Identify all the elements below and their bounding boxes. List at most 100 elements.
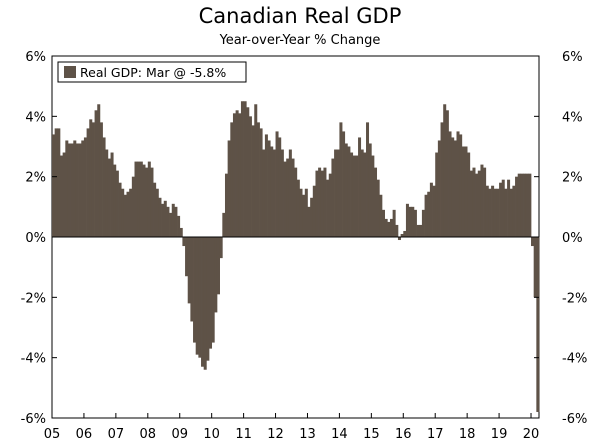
bar: [350, 152, 354, 237]
bar: [347, 146, 351, 237]
bar: [358, 137, 362, 237]
x-tick-label: 09: [171, 427, 188, 442]
bar: [235, 110, 239, 237]
bar: [67, 143, 71, 237]
bar: [320, 170, 324, 237]
legend: Real GDP: Mar @ -5.8%: [57, 61, 247, 83]
bar: [240, 101, 244, 237]
bar: [243, 101, 247, 237]
bar: [275, 131, 279, 237]
bar: [171, 203, 175, 237]
bar: [232, 113, 236, 237]
x-tick-label: 14: [331, 427, 348, 442]
bar: [328, 173, 332, 237]
bar: [499, 182, 503, 237]
bar: [296, 179, 300, 237]
bar: [331, 158, 335, 237]
bar: [216, 237, 220, 295]
bar: [501, 179, 505, 237]
bar: [397, 237, 401, 241]
bar: [392, 209, 396, 237]
y-tick-label-left: -2%: [21, 291, 46, 306]
x-tick-label: 07: [108, 427, 125, 442]
bar: [65, 140, 69, 237]
y-tick-label-left: -6%: [21, 412, 46, 427]
x-tick-label: 11: [235, 427, 252, 442]
x-tick-label: 15: [363, 427, 380, 442]
bar: [299, 188, 303, 237]
bar: [536, 237, 540, 412]
chart-title: Canadian Real GDP: [198, 4, 402, 28]
y-tick-label-right: 4%: [562, 110, 583, 125]
bar: [525, 173, 529, 237]
bar: [477, 170, 481, 237]
bar: [131, 176, 135, 237]
bar: [57, 128, 61, 237]
bar: [504, 188, 508, 237]
bar: [158, 197, 162, 237]
bar: [459, 134, 463, 237]
bar: [355, 155, 359, 237]
bar: [531, 237, 535, 247]
bar: [139, 161, 143, 237]
bar: [174, 206, 178, 237]
bar: [251, 125, 255, 237]
bar: [371, 155, 375, 237]
bar: [248, 116, 252, 237]
bar: [102, 137, 106, 237]
bar: [267, 140, 271, 237]
bar: [533, 237, 537, 298]
bar: [179, 227, 183, 237]
bar: [509, 188, 513, 237]
bar: [429, 182, 433, 237]
y-tick-label-right: -4%: [562, 352, 587, 367]
bar: [312, 185, 316, 237]
bar: [421, 209, 425, 237]
legend-label: Real GDP: Mar @ -5.8%: [80, 65, 226, 80]
y-tick-label-right: 2%: [562, 171, 583, 186]
bar: [129, 188, 133, 237]
bar: [153, 182, 157, 237]
y-tick-label-right: 0%: [562, 231, 583, 246]
bar: [134, 161, 138, 237]
bar: [209, 237, 213, 349]
bar: [214, 237, 218, 313]
bar: [520, 173, 524, 237]
bar-group: [52, 101, 540, 412]
y-tick-label-right: -2%: [562, 291, 587, 306]
x-tick-label: 12: [267, 427, 284, 442]
x-tick-label: 17: [427, 427, 444, 442]
bar: [453, 140, 457, 237]
bar: [272, 149, 276, 237]
bar: [315, 170, 319, 237]
bar: [150, 167, 154, 237]
legend-box: [57, 61, 247, 83]
bar: [94, 110, 98, 237]
bar: [307, 206, 311, 237]
bar: [62, 152, 66, 237]
bar: [360, 149, 364, 237]
bar: [195, 237, 199, 355]
bar: [491, 185, 495, 237]
bar: [318, 167, 322, 237]
x-axis: 05 06 07 08 09 10 11 12 13 14 15 16 17 18 19 20: [44, 413, 539, 442]
bar: [81, 140, 85, 237]
bar: [342, 131, 346, 237]
bar: [161, 203, 165, 237]
bar: [262, 149, 266, 237]
bar: [302, 194, 306, 237]
bar: [376, 179, 380, 237]
bar: [419, 224, 423, 237]
bar: [310, 197, 314, 237]
x-tick-label: 19: [491, 427, 508, 442]
bar: [408, 206, 412, 237]
bar: [336, 149, 340, 237]
bar: [166, 206, 170, 237]
bar: [366, 122, 370, 237]
bar: [472, 167, 476, 237]
bar: [475, 173, 479, 237]
x-tick-label: 10: [203, 427, 220, 442]
bar: [83, 137, 87, 237]
bar: [488, 188, 492, 237]
bar: [493, 188, 497, 237]
